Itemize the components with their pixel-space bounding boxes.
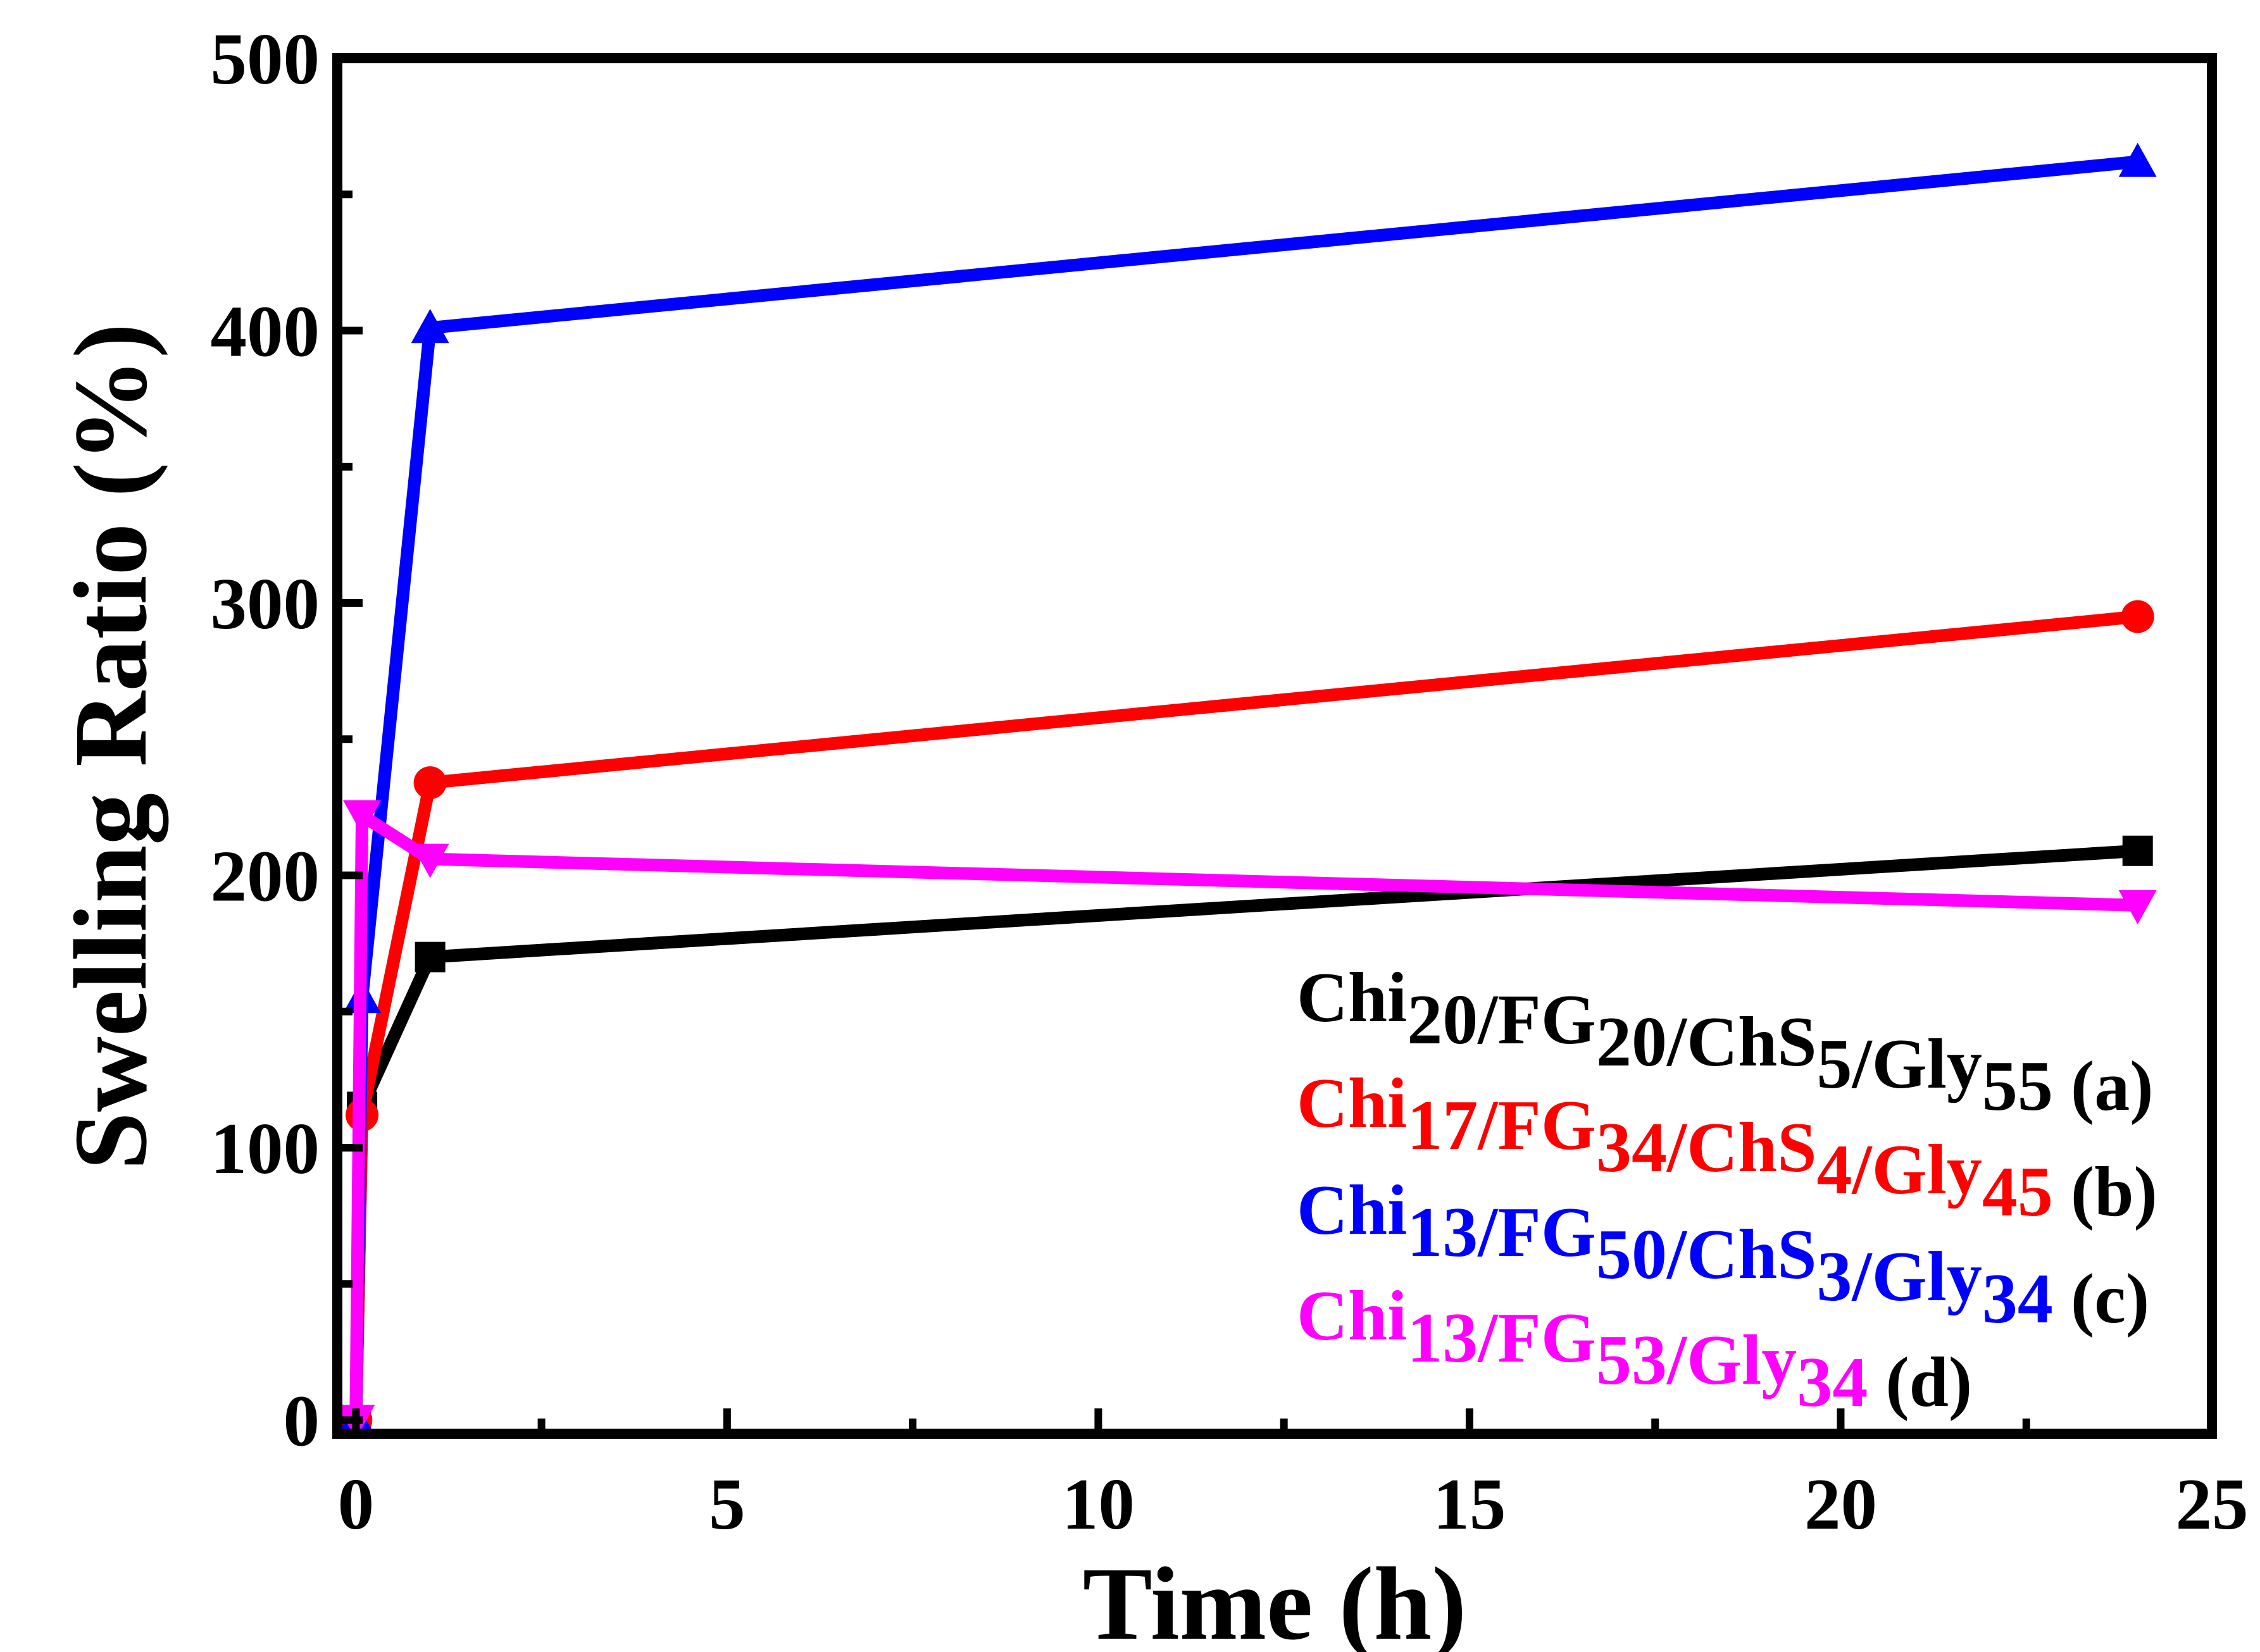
legend-text: /Gly [1851,1238,1982,1316]
legend-text: /Gly [1851,1025,1982,1103]
x-tick-label: 20 [1804,1464,1877,1544]
x-tick-label: 15 [1433,1464,1506,1544]
y-tick-label: 500 [211,19,320,99]
legend-text: /ChS [1666,1215,1817,1294]
y-tick-label: 200 [211,836,320,916]
legend-text: Chi [1297,1064,1407,1143]
legend-subscript: 55 [1982,1047,2053,1126]
data-point-square [2122,835,2153,866]
legend-tag: (b) [2053,1153,2157,1231]
legend-subscript: 20 [1596,1003,1667,1081]
legend-subscript: 34 [1982,1260,2053,1338]
plot-frame [332,53,2217,1439]
legend-entry: Chi17/FG34/ChS4/Gly45 (b) [1297,1064,2157,1231]
data-point-circle [413,766,447,800]
axis-ticks: 0 5 10 15 20 25 0 100 200 300 400 500 [211,19,2249,1544]
data-point-triangle-up [411,309,449,344]
legend-tag: (c) [2053,1260,2149,1338]
legend-text: /FG [1476,1086,1596,1165]
y-tick-label: 100 [211,1109,320,1189]
legend-subscript: 13 [1407,1299,1478,1377]
legend-subscript: 3 [1817,1238,1852,1316]
x-tick-label: 0 [338,1464,375,1544]
y-tick-label: 300 [211,564,320,644]
series-line [349,155,2138,1420]
legend-entry: Chi20/FG20/ChS5/Gly55 (a) [1297,959,2153,1126]
legend-text: Chi [1297,1277,1407,1355]
legend-text: /Gly [1666,1321,1797,1400]
legend-tag: (a) [2053,1047,2154,1126]
data-point-circle [2121,600,2154,633]
legend-text: /FG [1476,1193,1596,1272]
x-tick-label: 10 [1062,1464,1135,1544]
data-point-triangle-down [343,800,382,835]
legend-text: Chi [1297,959,1407,1037]
legend-text: /ChS [1666,1109,1817,1187]
data-point-triangle-down [2118,890,2157,924]
legend-subscript: 17 [1407,1086,1478,1165]
legend-text: Chi [1297,1171,1407,1250]
legend-subscript: 34 [1797,1343,1868,1422]
series-line [349,809,2138,1420]
x-tick-label: 5 [709,1464,746,1544]
plot-marks [337,142,2157,1439]
legend-subscript: 13 [1407,1193,1478,1272]
data-point-square [415,941,446,972]
y-tick-label: 0 [284,1381,320,1461]
legend-entry: Chi13/FG50/ChS3/Gly34 (c) [1297,1171,2149,1338]
legend-entry: Chi13/FG53/Gly34 (d) [1297,1277,1972,1422]
data-point-triangle-down [411,843,449,878]
legend-text: /FG [1476,981,1596,1059]
y-axis-label: Swelling Ratio (%) [53,323,169,1170]
legend-text: /FG [1476,1299,1596,1377]
data-point-triangle-up [2118,142,2157,177]
y-tick-label: 400 [211,291,320,371]
legend-subscript: 53 [1596,1321,1667,1400]
legend-text: /Gly [1851,1131,1982,1209]
legend-subscript: 5 [1817,1025,1852,1103]
legend-text: /ChS [1666,1003,1817,1081]
legend: Chi20/FG20/ChS5/Gly55 (a)Chi17/FG34/ChS4… [1297,959,2157,1422]
legend-subscript: 34 [1596,1109,1667,1187]
legend-subscript: 20 [1407,981,1478,1059]
legend-subscript: 50 [1596,1215,1667,1294]
legend-subscript: 45 [1982,1153,2053,1231]
legend-subscript: 4 [1817,1131,1852,1209]
legend-tag: (d) [1868,1343,1972,1422]
x-tick-label: 25 [2176,1464,2249,1544]
x-axis-label: Time (h) [1083,1546,1467,1652]
